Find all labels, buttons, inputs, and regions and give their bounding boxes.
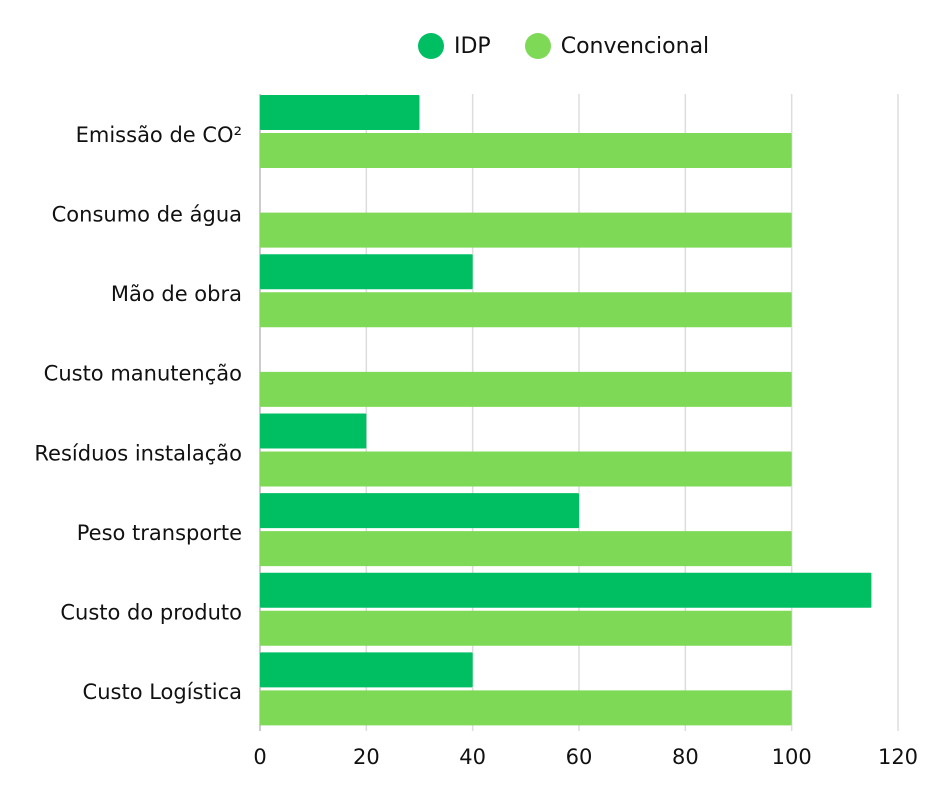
legend-label-idp: IDP	[454, 33, 491, 59]
x-tick-label: 0	[253, 745, 266, 769]
y-category-label: Resíduos instalação	[34, 441, 242, 465]
y-category-label: Peso transporte	[77, 521, 242, 545]
x-tick-label: 40	[459, 745, 486, 769]
x-tick-label: 80	[672, 745, 699, 769]
x-tick-label: 60	[566, 745, 593, 769]
bar-convencional	[260, 531, 792, 567]
bar-idp	[260, 652, 473, 688]
x-tick-label: 120	[878, 745, 918, 769]
y-category-label: Custo Logística	[83, 680, 242, 704]
bar-idp	[260, 95, 420, 130]
bar-convencional	[260, 292, 792, 328]
x-tick-label: 100	[772, 745, 812, 769]
y-category-label: Custo do produto	[60, 601, 242, 625]
bar-convencional	[260, 212, 792, 248]
bar-idp	[260, 493, 579, 529]
legend-item-idp[interactable]: IDP	[418, 33, 491, 59]
legend-dot-idp-icon	[418, 33, 444, 59]
x-tick-label: 20	[353, 745, 380, 769]
y-category-label: Consumo de água	[52, 202, 242, 226]
bar-convencional	[260, 610, 792, 646]
legend-item-convencional[interactable]: Convencional	[524, 33, 710, 59]
legend: IDP Convencional	[418, 33, 743, 59]
bar-convencional	[260, 133, 792, 168]
bar-idp	[260, 413, 367, 449]
y-category-label: Mão de obra	[111, 282, 242, 306]
bar-idp	[260, 572, 872, 608]
bar-idp	[260, 254, 473, 290]
bar-convencional	[260, 371, 792, 407]
bar-convencional	[260, 690, 792, 726]
bar-convencional	[260, 451, 792, 487]
y-category-label: Custo manutenção	[44, 362, 242, 386]
legend-label-convencional: Convencional	[560, 33, 710, 59]
y-category-label: Emissão de CO²	[76, 123, 242, 147]
legend-dot-convencional-icon	[524, 33, 551, 59]
